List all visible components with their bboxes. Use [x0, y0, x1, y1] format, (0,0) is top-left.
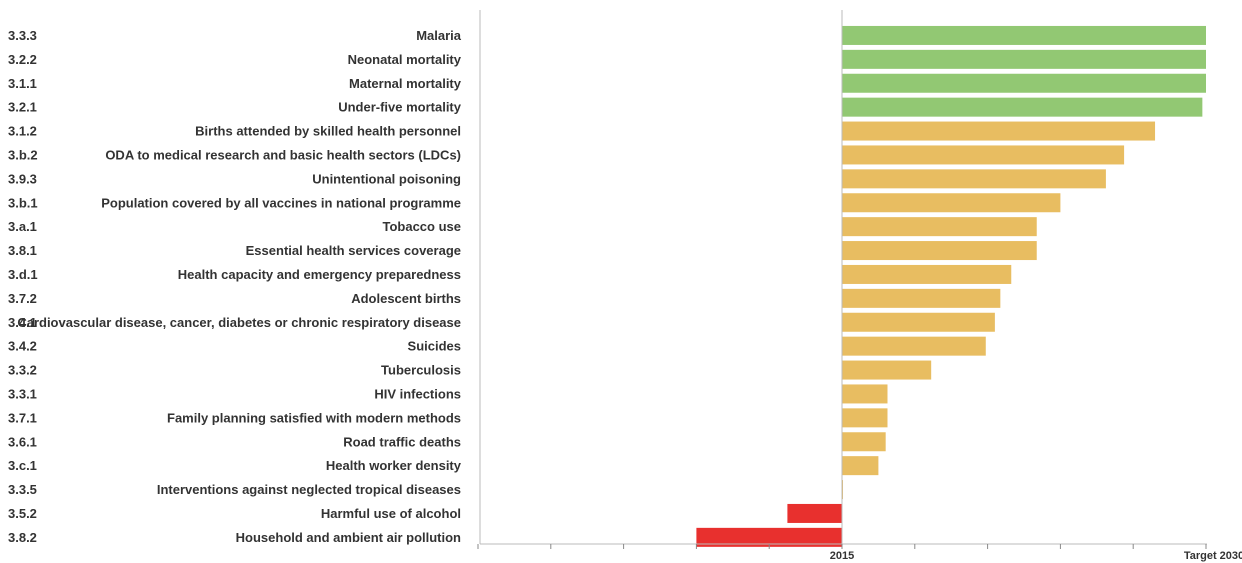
labels-layer: 3.3.3 Malaria 3.2.2 Neonatal mortality 3.1.1…: [8, 28, 462, 545]
indicator-label: Interventions against neglected tropical…: [157, 482, 461, 497]
indicator-label: HIV infections: [374, 386, 461, 401]
indicator-code: 3.4.2: [8, 339, 37, 354]
indicator-code: 3.7.2: [8, 291, 37, 306]
indicator-label: Malaria: [416, 28, 462, 43]
indicator-label: Tuberculosis: [381, 363, 461, 378]
indicator-label: Health worker density: [326, 458, 462, 473]
indicator-label: Births attended by skilled health person…: [195, 124, 461, 139]
bar-3.3.3: [842, 25, 1206, 45]
indicator-code: 3.9.3: [8, 171, 37, 186]
indicator-label: Adolescent births: [351, 291, 461, 306]
indicator-code: 3.c.1: [8, 458, 37, 473]
indicator-code: 3.6.1: [8, 434, 37, 449]
bar-3.3.1: [842, 384, 888, 404]
bar-3.c.1: [842, 456, 879, 476]
bar-3.1.2: [842, 121, 1156, 141]
indicator-code: 3.2.1: [8, 100, 37, 115]
indicator-code: 3.5.2: [8, 506, 37, 521]
indicator-code: 3.8.1: [8, 243, 37, 258]
indicator-label: Essential health services coverage: [246, 243, 461, 258]
bar-3.7.1: [842, 408, 888, 428]
indicator-code: 3.3.1: [8, 386, 37, 401]
indicator-label: Unintentional poisoning: [312, 171, 461, 186]
indicator-code: 3.1.1: [8, 76, 37, 91]
indicator-label: ODA to medical research and basic health…: [105, 147, 461, 162]
x-tick-label: 2015: [830, 550, 854, 562]
indicator-code: 3.b.1: [8, 195, 38, 210]
bar-3.b.2: [842, 145, 1125, 165]
bar-3.2.2: [842, 49, 1206, 69]
indicator-label: Family planning satisfied with modern me…: [167, 410, 461, 425]
indicator-label: Harmful use of alcohol: [321, 506, 461, 521]
indicator-code: 3.1.2: [8, 124, 37, 139]
indicator-label: Under-five mortality: [338, 100, 462, 115]
bar-3.7.2: [842, 288, 1001, 308]
bar-3.b.1: [842, 193, 1061, 213]
bar-3.1.1: [842, 73, 1206, 93]
indicator-code: 3.2.2: [8, 52, 37, 67]
indicator-code: 3.a.1: [8, 219, 37, 234]
indicator-label: Neonatal mortality: [348, 52, 462, 67]
bar-3.8.1: [842, 241, 1037, 261]
indicator-code: 3.d.1: [8, 267, 38, 282]
bar-3.3.2: [842, 360, 932, 380]
indicator-code: 3.3.3: [8, 28, 37, 43]
indicator-code: 3.3.2: [8, 363, 37, 378]
indicator-label: Cardiovascular disease, cancer, diabetes…: [17, 315, 461, 330]
bar-3.9.3: [842, 169, 1106, 189]
bar-3.8.2: [696, 527, 842, 547]
indicator-code: 3.b.2: [8, 147, 38, 162]
indicator-code: 3.7.1: [8, 410, 37, 425]
indicator-label: Population covered by all vaccines in na…: [101, 195, 461, 210]
bars-layer: [696, 25, 1206, 547]
indicator-label: Health capacity and emergency preparedne…: [178, 267, 461, 282]
bar-3.a.1: [842, 217, 1037, 237]
bar-3.5.2: [787, 503, 842, 523]
x-tick-label: Target 2030: [1184, 550, 1242, 562]
bar-3.4.1: [842, 312, 995, 332]
indicator-label: Suicides: [408, 339, 461, 354]
indicator-label: Road traffic deaths: [343, 434, 461, 449]
indicator-label: Household and ambient air pollution: [236, 530, 461, 545]
bar-3.2.1: [842, 97, 1203, 117]
bar-3.4.2: [842, 336, 986, 356]
indicator-code: 3.8.2: [8, 530, 37, 545]
indicator-code: 3.4.1: [8, 315, 37, 330]
bar-3.6.1: [842, 432, 886, 452]
indicator-label: Tobacco use: [382, 219, 461, 234]
bar-3.d.1: [842, 264, 1012, 284]
indicator-label: Maternal mortality: [349, 76, 462, 91]
x-axis: 2015 Target 2030: [477, 10, 1242, 562]
indicator-code: 3.3.5: [8, 482, 37, 497]
